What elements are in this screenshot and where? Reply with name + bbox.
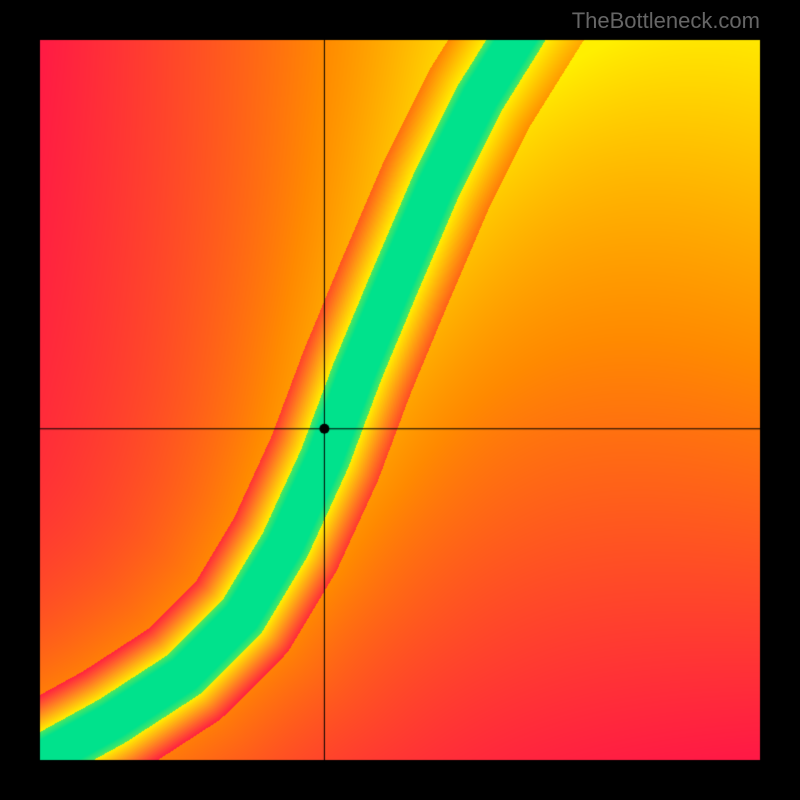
chart-container: TheBottleneck.com — [0, 0, 800, 800]
watermark-text: TheBottleneck.com — [572, 8, 760, 34]
heatmap-canvas — [0, 0, 800, 800]
